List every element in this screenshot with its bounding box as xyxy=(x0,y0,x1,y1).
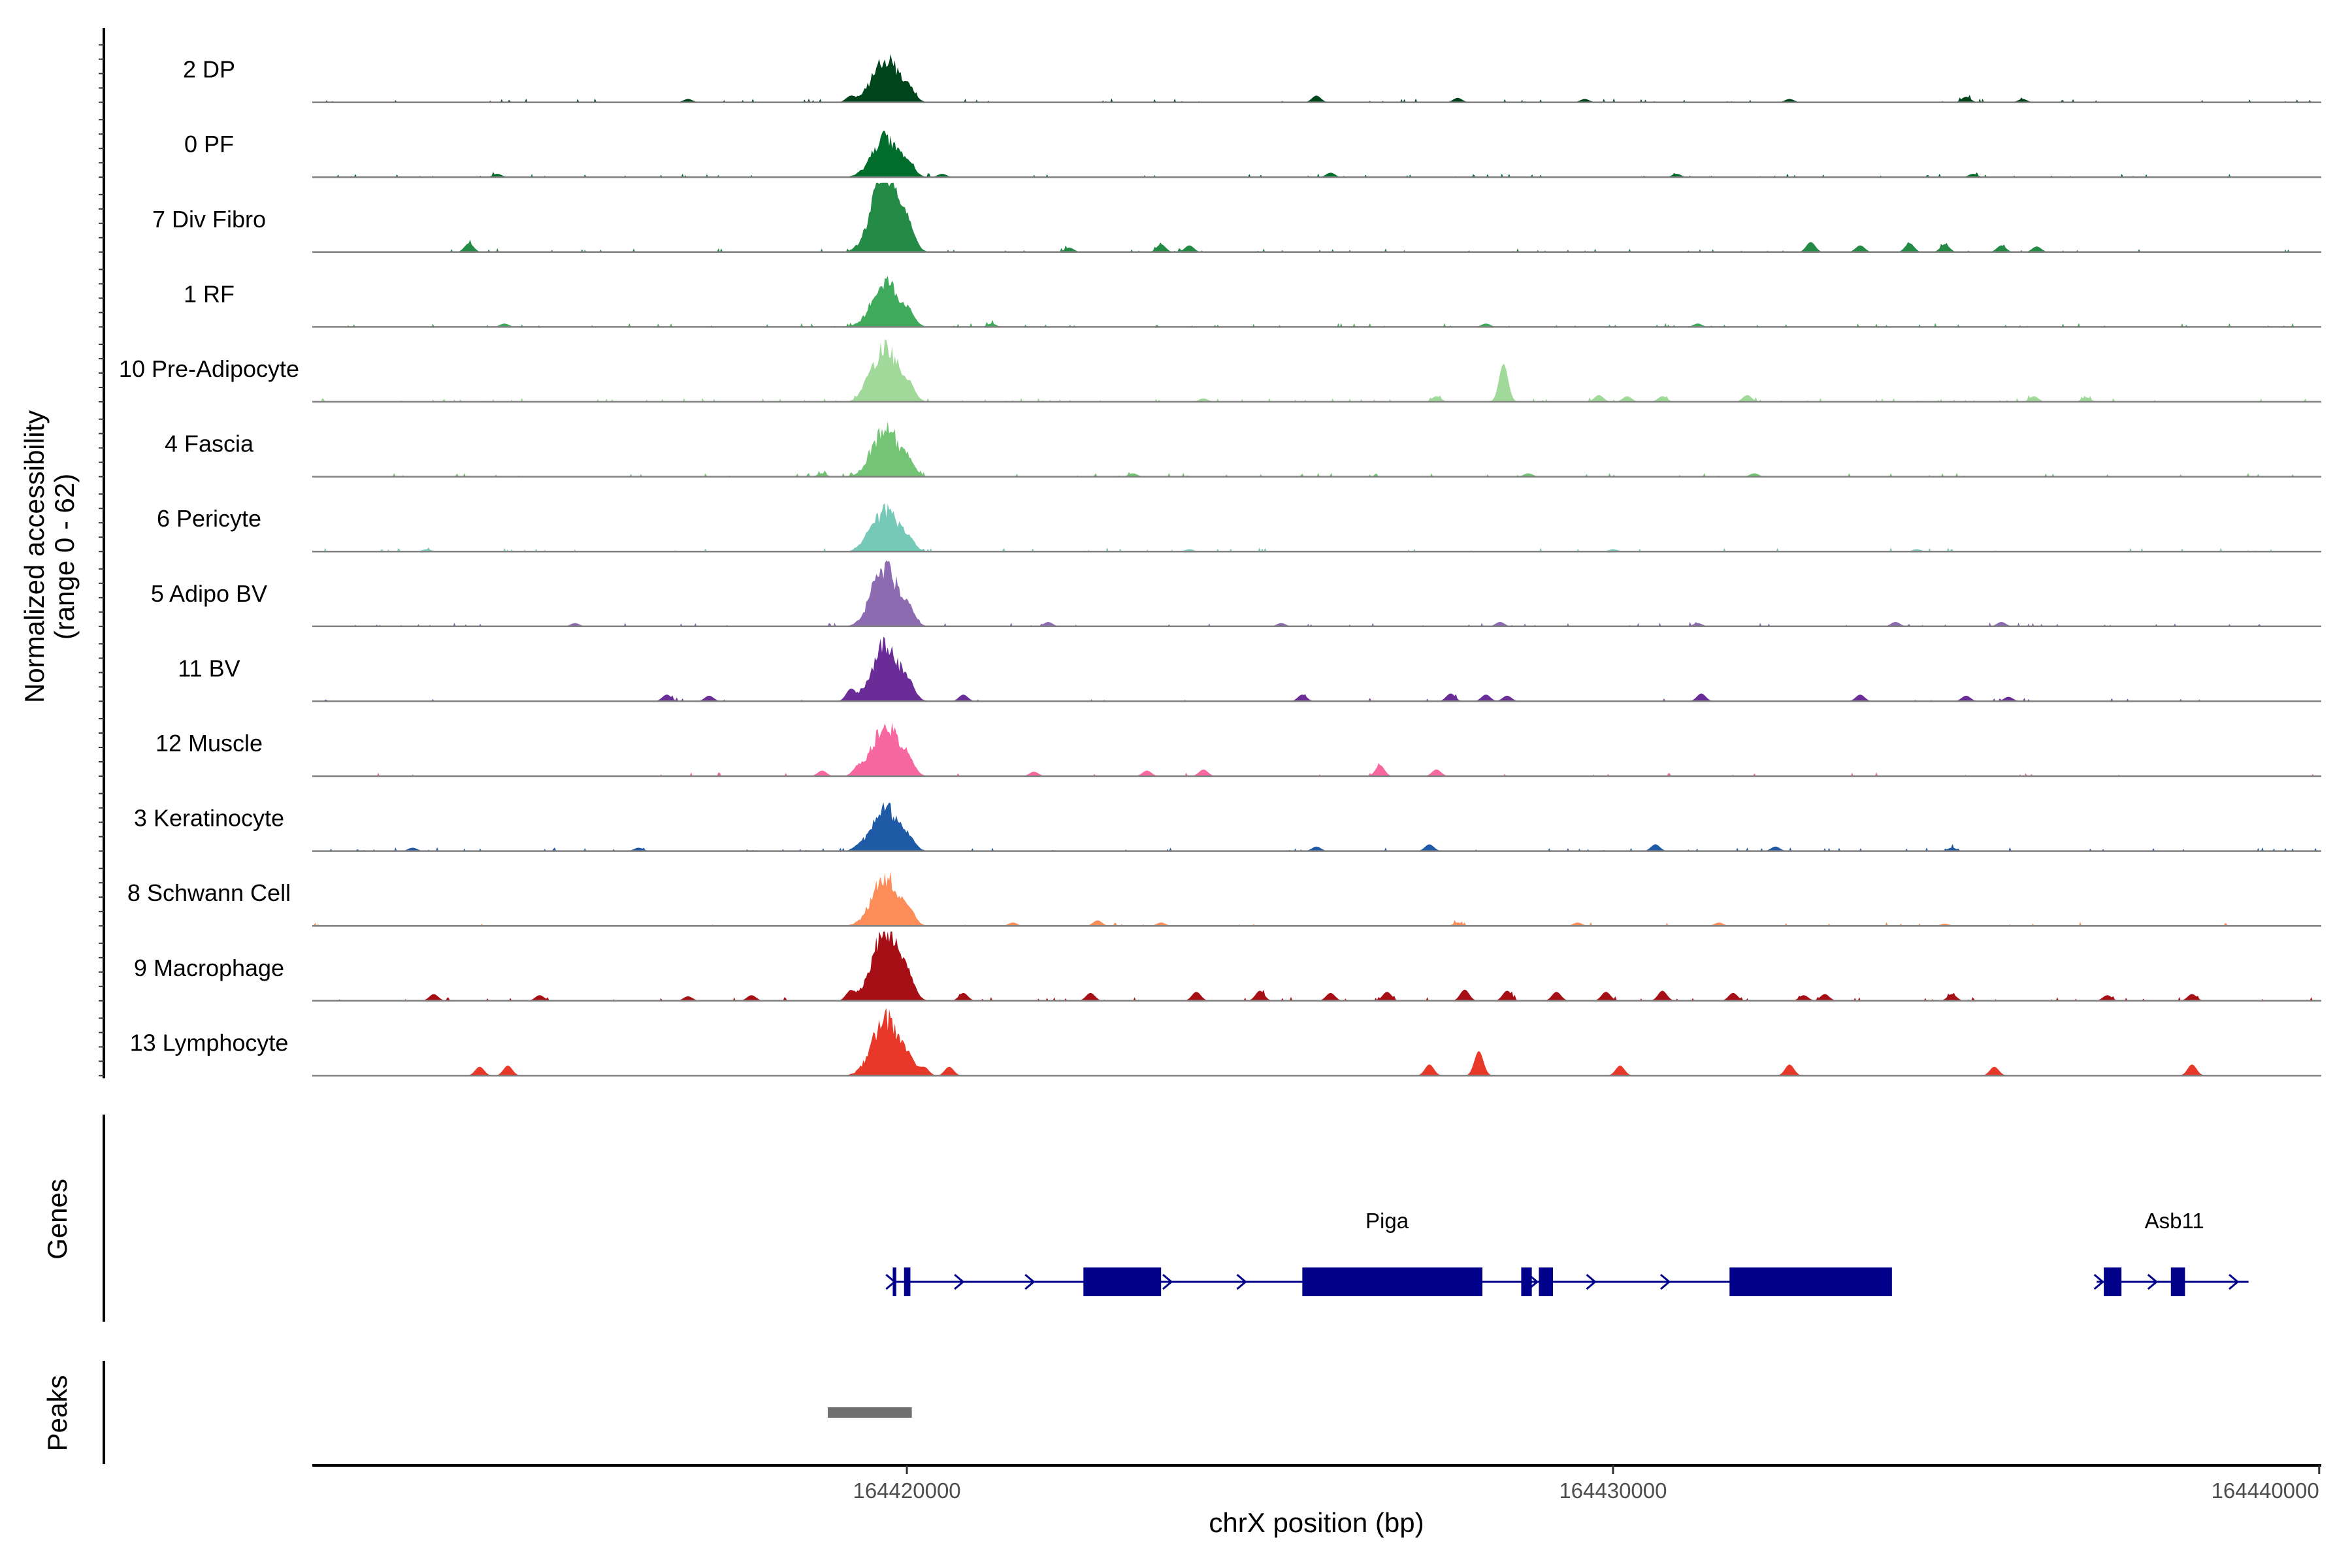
track-label: 7 Div Fibro xyxy=(152,206,266,233)
gene-exon xyxy=(904,1267,911,1296)
track-label: 3 Keratinocyte xyxy=(134,805,284,832)
peak-annotations xyxy=(828,1407,912,1418)
strand-arrow xyxy=(2093,1273,2104,1290)
strand-arrow xyxy=(2229,1273,2240,1290)
gene-exon xyxy=(2104,1267,2122,1296)
track-label: 12 Muscle xyxy=(155,730,263,757)
coverage-area xyxy=(312,722,2321,776)
x-tick-label: 164440000 xyxy=(2212,1478,2319,1503)
track-label: 0 PF xyxy=(184,131,234,157)
gene-exon xyxy=(1302,1267,1482,1296)
x-tick-label: 164420000 xyxy=(853,1478,960,1503)
coverage-area xyxy=(312,503,2321,552)
coverage-track: 0 PF xyxy=(184,131,2321,178)
track-label: 2 DP xyxy=(183,56,235,83)
coverage-area xyxy=(312,931,2321,1001)
coverage-track: 9 Macrophage xyxy=(134,931,2321,1002)
coverage-area xyxy=(312,131,2321,178)
strand-arrow xyxy=(1024,1273,1036,1290)
genes-track-label: Genes xyxy=(42,1179,73,1260)
strand-arrow xyxy=(1527,1273,1539,1290)
coverage-area xyxy=(312,339,2321,402)
coverage-track: 8 Schwann Cell xyxy=(127,871,2321,927)
coverage-track: 5 Adipo BV xyxy=(151,560,2321,628)
coverage-track: 6 Pericyte xyxy=(157,503,2321,553)
strand-arrow xyxy=(954,1273,965,1290)
coverage-area xyxy=(312,871,2321,926)
coverage-track: 7 Div Fibro xyxy=(152,182,2321,253)
track-label: 6 Pericyte xyxy=(157,505,261,532)
gene-annotations: Piga Asb11 xyxy=(885,1209,2249,1296)
track-label: 9 Macrophage xyxy=(134,955,284,981)
strand-arrow xyxy=(1660,1273,1671,1290)
coverage-track: 3 Keratinocyte xyxy=(134,802,2321,852)
coverage-area xyxy=(312,802,2321,851)
coverage-track: 4 Fascia xyxy=(165,421,2321,478)
coverage-area xyxy=(312,182,2321,252)
gene-exon xyxy=(1083,1267,1162,1296)
strand-arrow xyxy=(885,1273,896,1290)
strand-arrow xyxy=(1162,1273,1173,1290)
track-label: 11 BV xyxy=(178,655,240,681)
x-tick-label: 164430000 xyxy=(1559,1478,1667,1503)
coverage-track: 11 BV xyxy=(178,636,2321,702)
x-axis-title: chrX position (bp) xyxy=(1209,1507,1424,1538)
coverage-area xyxy=(312,560,2321,627)
y-axis-range: (range 0 - 62) xyxy=(49,474,80,640)
gene-name: Piga xyxy=(1365,1209,1409,1233)
x-axis-ticks: 164420000 164430000 164440000 xyxy=(853,1465,2321,1503)
coverage-area xyxy=(312,54,2321,103)
coverage-area xyxy=(312,1007,2321,1076)
gene-name: Asb11 xyxy=(2145,1209,2204,1233)
coverage-area xyxy=(312,276,2321,327)
coverage-track: 12 Muscle xyxy=(155,722,2321,777)
gene-exon xyxy=(1539,1267,1554,1296)
track-label: 13 Lymphocyte xyxy=(130,1029,289,1056)
track-label: 4 Fascia xyxy=(165,431,254,457)
gene-exon xyxy=(1729,1267,1892,1296)
peak-bar xyxy=(828,1407,912,1418)
gene-model: Asb11 xyxy=(2093,1209,2249,1296)
coverage-area xyxy=(312,421,2321,477)
gene-model: Piga xyxy=(885,1209,1892,1296)
strand-arrow xyxy=(2147,1273,2159,1290)
strand-arrow xyxy=(1236,1273,1247,1290)
coverage-track: 2 DP xyxy=(183,54,2321,103)
coverage-track: 1 RF xyxy=(184,276,2321,328)
accessibility-axis xyxy=(99,28,105,1079)
gene-exon xyxy=(1521,1267,1532,1296)
track-label: 1 RF xyxy=(184,280,235,307)
coverage-track: 13 Lymphocyte xyxy=(130,1007,2321,1077)
coverage-area xyxy=(312,636,2321,702)
y-axis-title: Normalized accessibility xyxy=(19,410,50,703)
track-label: 5 Adipo BV xyxy=(151,580,267,607)
coverage-track: 10 Pre-Adipocyte xyxy=(119,339,2321,403)
track-label: 10 Pre-Adipocyte xyxy=(119,355,299,382)
track-label: 8 Schwann Cell xyxy=(127,879,291,906)
peaks-track-label: Peaks xyxy=(42,1375,73,1452)
strand-arrow xyxy=(1586,1273,1597,1290)
gene-exon xyxy=(2170,1267,2185,1296)
coverage-tracks: 2 DP 0 PF 7 Div Fibro 1 RF 10 Pre-Adipocyte 4… xyxy=(119,54,2321,1077)
